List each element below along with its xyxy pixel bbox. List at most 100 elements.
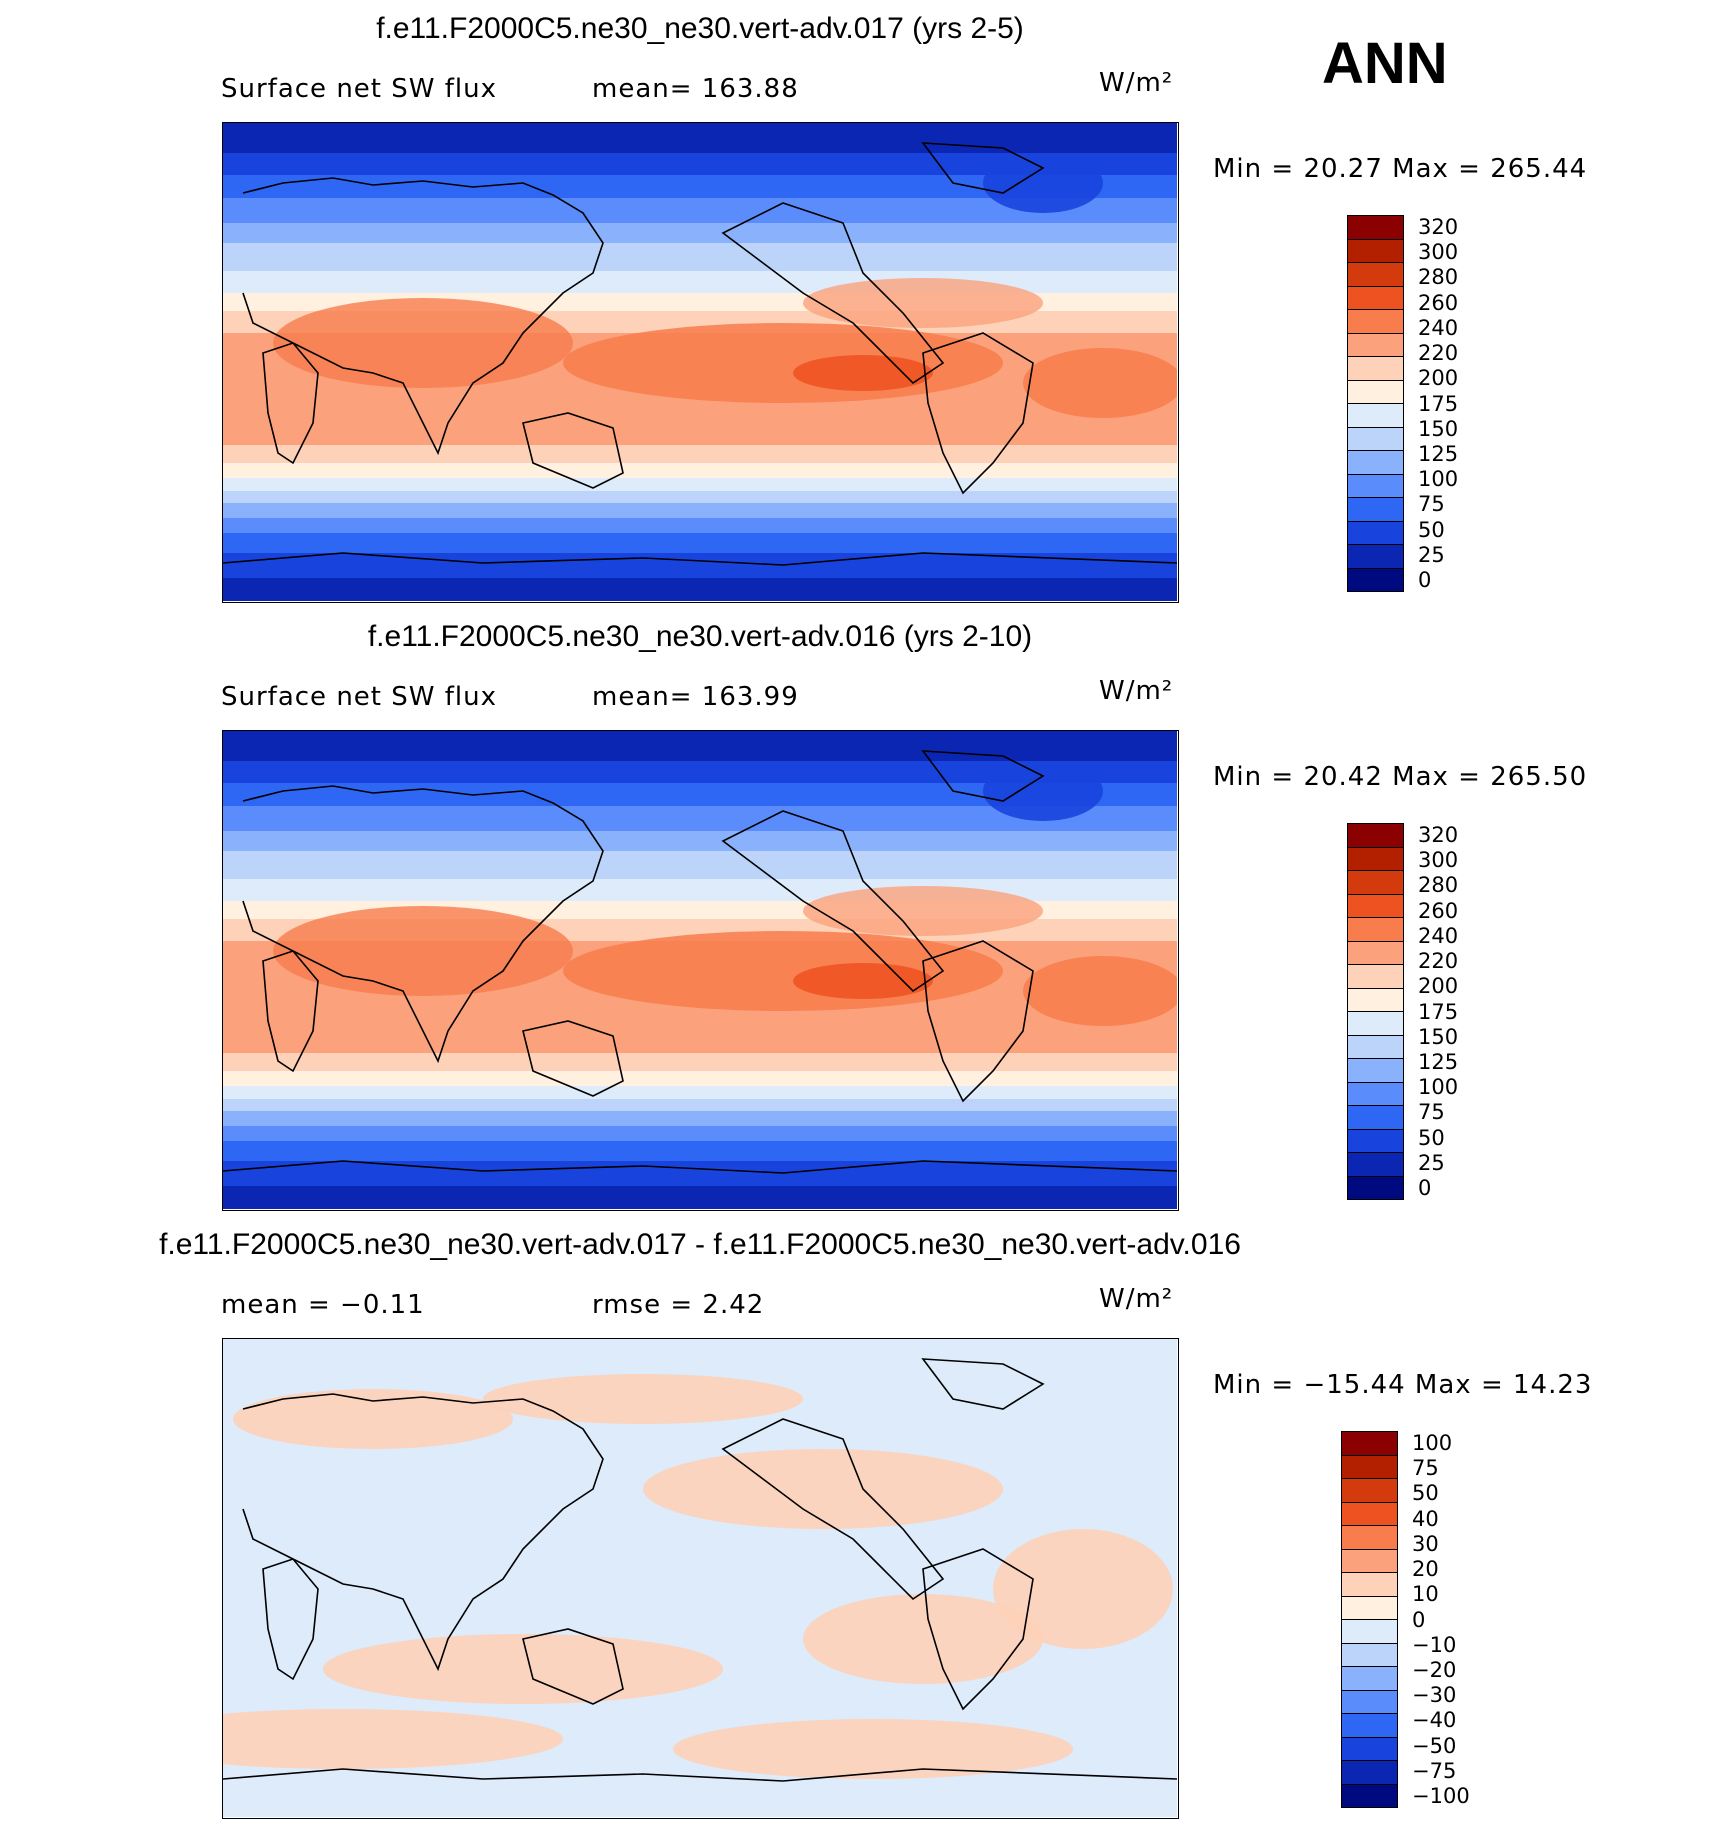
colorbar-swatch [1348,1105,1403,1129]
colorbar-tick-label: −30 [1412,1683,1457,1708]
panel3-title: f.e11.F2000C5.ne30_ne30.vert-adv.017 - f… [159,1228,1241,1261]
colorbar-tick-label: 125 [1418,441,1459,466]
panel1-minmax-label: Min = 20.27 Max = 265.44 [1213,154,1588,184]
colorbar-swatch [1342,1454,1397,1478]
colorbar-swatch [1348,238,1403,262]
panel1-map [222,122,1179,603]
colorbar-swatch [1348,940,1403,964]
panel3-mean-label: mean = −0.11 [221,1290,425,1320]
colorbar-swatch [1342,1501,1397,1525]
colorbar-tick-label: −40 [1412,1708,1457,1733]
colorbar-swatch [1348,262,1403,286]
colorbar-swatch [1348,987,1403,1011]
panel2-units-label: W/m² [1099,676,1174,706]
colorbar-swatch [1348,403,1403,427]
colorbar-tick-label: 50 [1412,1481,1439,1506]
colorbar-tick-label: 240 [1418,923,1459,948]
colorbar-swatch [1348,1011,1403,1035]
colorbar-tick-label: 260 [1418,898,1459,923]
colorbar-tick-label: 100 [1418,1075,1459,1100]
colorbar-tick-label: 75 [1418,1100,1445,1125]
panel2-map [222,730,1179,1211]
colorbar-swatch [1348,964,1403,988]
colorbar-swatch [1348,309,1403,333]
colorbar-tick-label: 260 [1418,290,1459,315]
colorbar-swatch [1348,1175,1403,1199]
colorbar-tick-label: 100 [1418,467,1459,492]
colorbar-tick-label: 10 [1412,1582,1439,1607]
panel1-variable-label: Surface net SW flux [221,74,497,104]
colorbar-swatch [1348,1081,1403,1105]
panel1-title: f.e11.F2000C5.ne30_ne30.vert-adv.017 (yr… [376,12,1024,45]
colorbar-swatch [1348,356,1403,380]
colorbar-swatch [1342,1760,1397,1784]
colorbar-tick-label: −20 [1412,1657,1457,1682]
panel2-minmax-label: Min = 20.42 Max = 265.50 [1213,762,1588,792]
colorbar-swatch [1348,917,1403,941]
colorbar-swatch [1342,1525,1397,1549]
colorbar-tick-label: 75 [1412,1456,1439,1481]
panel3-colorbar [1341,1431,1398,1808]
colorbar-swatch [1348,473,1403,497]
panel3-rmse-label: rmse = 2.42 [592,1290,765,1320]
colorbar-tick-label: 175 [1418,999,1459,1024]
colorbar-tick-label: 200 [1418,366,1459,391]
colorbar-tick-label: −50 [1412,1733,1457,1758]
panel1-colorbar [1347,215,1404,592]
colorbar-tick-label: 20 [1412,1557,1439,1582]
panel2-title: f.e11.F2000C5.ne30_ne30.vert-adv.016 (yr… [367,620,1033,653]
colorbar-tick-label: 30 [1412,1531,1439,1556]
colorbar-tick-label: 300 [1418,240,1459,265]
colorbar-tick-label: 150 [1418,1024,1459,1049]
colorbar-tick-label: 220 [1418,341,1459,366]
colorbar-swatch [1348,870,1403,894]
colorbar-tick-label: 280 [1418,265,1459,290]
colorbar-tick-label: −75 [1412,1758,1457,1783]
colorbar-tick-label: 0 [1412,1607,1426,1632]
colorbar-swatch [1348,450,1403,474]
panel3-units-label: W/m² [1099,1284,1174,1314]
colorbar-swatch [1348,893,1403,917]
colorbar-tick-label: 175 [1418,391,1459,416]
colorbar-swatch [1348,1058,1403,1082]
colorbar-tick-label: 50 [1418,517,1445,542]
colorbar-swatch [1348,285,1403,309]
colorbar-swatch [1342,1619,1397,1643]
colorbar-swatch [1342,1478,1397,1502]
colorbar-swatch [1348,1128,1403,1152]
colorbar-tick-label: 220 [1418,949,1459,974]
colorbar-tick-label: 320 [1418,215,1459,239]
colorbar-swatch [1342,1432,1397,1455]
panel2-variable-label: Surface net SW flux [221,682,497,712]
panel1-mean-label: mean= 163.88 [592,74,799,104]
colorbar-swatch [1348,497,1403,521]
colorbar-swatch [1348,567,1403,591]
colorbar-tick-label: 40 [1412,1506,1439,1531]
colorbar-tick-label: 50 [1418,1125,1445,1150]
colorbar-tick-label: 0 [1418,1176,1432,1200]
colorbar-swatch [1348,1152,1403,1176]
colorbar-swatch [1348,1034,1403,1058]
panel2-mean-label: mean= 163.99 [592,682,799,712]
colorbar-swatch [1342,1783,1397,1807]
colorbar-swatch [1348,426,1403,450]
panel2-colorbar [1347,823,1404,1200]
colorbar-tick-label: 240 [1418,315,1459,340]
colorbar-swatch [1348,846,1403,870]
colorbar-tick-label: 150 [1418,416,1459,441]
panel3-map [222,1338,1179,1819]
colorbar-swatch [1342,1666,1397,1690]
colorbar-tick-label: 100 [1412,1431,1453,1455]
colorbar-swatch [1348,544,1403,568]
colorbar-tick-label: 75 [1418,492,1445,517]
colorbar-tick-label: 200 [1418,974,1459,999]
colorbar-tick-label: 320 [1418,823,1459,847]
colorbar-swatch [1348,332,1403,356]
season-label: ANN [1322,31,1448,96]
colorbar-swatch [1342,1689,1397,1713]
colorbar-tick-label: 0 [1418,568,1432,592]
colorbar-swatch [1342,1713,1397,1737]
colorbar-swatch [1348,824,1403,847]
colorbar-tick-label: −100 [1412,1784,1470,1808]
colorbar-tick-label: 125 [1418,1049,1459,1074]
